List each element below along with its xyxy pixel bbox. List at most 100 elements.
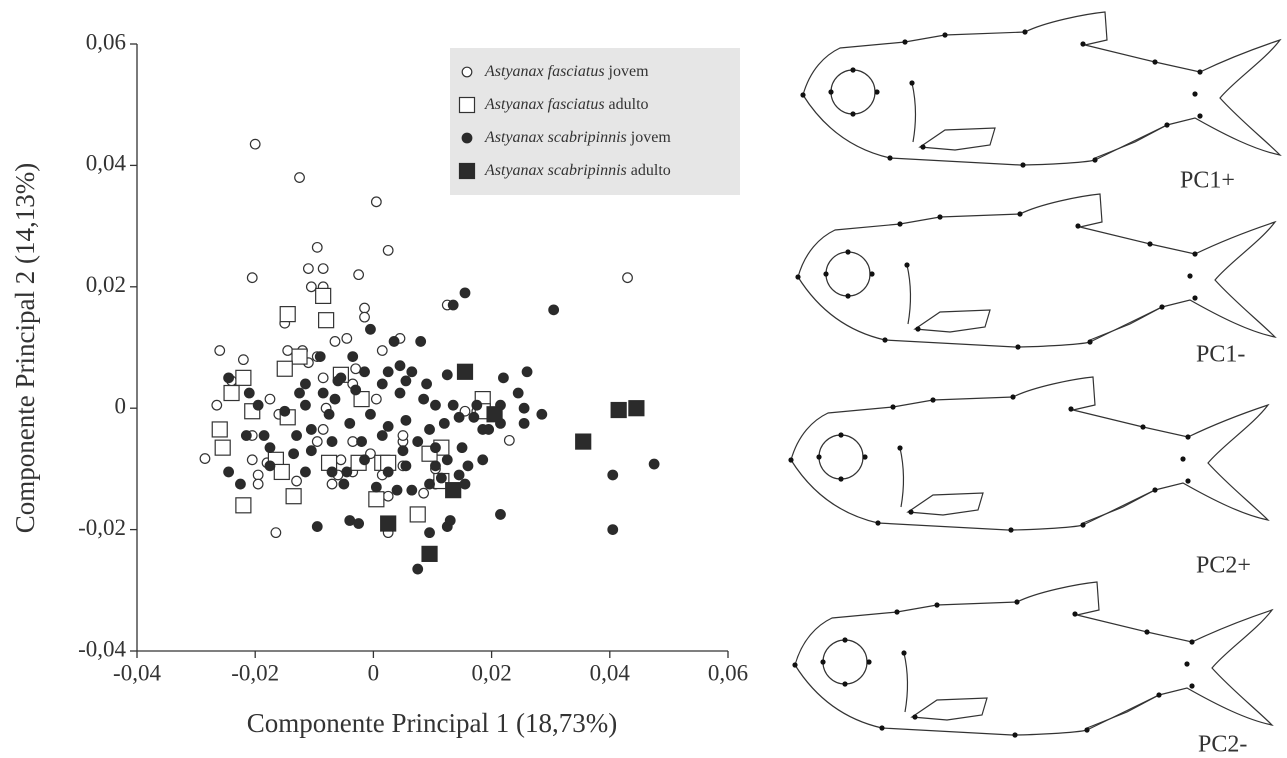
circle-point <box>398 446 408 456</box>
circle-point <box>519 419 529 429</box>
square-point <box>286 489 301 504</box>
circle-point <box>292 431 302 441</box>
circle-point <box>460 288 470 298</box>
circle-point <box>333 376 343 386</box>
circle-point <box>259 431 269 441</box>
circle-point <box>649 459 659 469</box>
circle-point <box>342 334 352 344</box>
circle-point <box>215 346 225 356</box>
circle-point <box>330 337 340 347</box>
circle-point <box>318 388 328 398</box>
x-axis-title: Componente Principal 1 (18,73%) <box>247 708 617 738</box>
square-point <box>369 492 384 507</box>
circle-point <box>513 388 523 398</box>
circle-point <box>318 264 328 274</box>
circle-point <box>422 379 432 389</box>
circle-point <box>496 510 506 520</box>
circle-point <box>425 528 435 538</box>
circle-point <box>265 443 275 453</box>
circle-point <box>372 482 382 492</box>
circle-point <box>324 409 334 419</box>
circle-point <box>425 425 435 435</box>
circle-point <box>307 282 317 292</box>
circle-point <box>499 373 509 383</box>
circle-point <box>383 467 393 477</box>
square-point <box>381 516 396 531</box>
circle-point <box>448 400 458 410</box>
circle-point <box>608 525 618 535</box>
shape-label: PC2- <box>1198 732 1247 758</box>
circle-point <box>505 436 515 446</box>
circle-point <box>372 197 382 207</box>
circle-point <box>224 373 234 383</box>
square-point <box>319 313 334 328</box>
y-tick-label: 0,06 <box>86 29 126 54</box>
circle-point <box>357 437 367 447</box>
y-axis-title: Componente Principal 2 (14,13%) <box>10 163 40 533</box>
circle-point <box>295 388 305 398</box>
circle-point <box>253 470 263 480</box>
circle-point <box>280 406 290 416</box>
circle-point <box>383 367 393 377</box>
circle-point <box>351 364 361 374</box>
circle-point <box>431 443 441 453</box>
circle-point <box>301 467 311 477</box>
circle-point <box>348 437 358 447</box>
circle-point <box>454 413 464 423</box>
square-point <box>292 349 307 364</box>
circle-point <box>292 476 302 486</box>
circle-point <box>330 394 340 404</box>
circle-point <box>307 446 317 456</box>
y-tick-label: -0,02 <box>78 515 126 540</box>
square-point <box>576 434 591 449</box>
fish-shape <box>788 377 1268 533</box>
circle-point <box>401 416 411 426</box>
circle-point <box>212 400 222 410</box>
square-point <box>629 401 644 416</box>
circle-point <box>398 431 408 441</box>
circle-point <box>360 312 370 322</box>
square-point <box>274 464 289 479</box>
circle-point <box>253 479 263 489</box>
circle-point <box>345 419 355 429</box>
square-point <box>611 403 626 418</box>
circle-point <box>247 273 257 283</box>
circle-point <box>236 479 246 489</box>
circle-point <box>413 564 423 574</box>
circle-point <box>327 437 337 447</box>
circle-point <box>372 394 382 404</box>
x-tick-label: 0,02 <box>471 660 511 685</box>
figure: PC1+ PC1- PC2+ PC2- Componente Principal… <box>0 0 1287 758</box>
circle-point <box>425 479 435 489</box>
y-tick-label: 0,02 <box>86 272 126 297</box>
circle-point <box>342 467 352 477</box>
circle-point <box>413 437 423 447</box>
circle-point <box>537 409 547 419</box>
circle-point <box>419 394 429 404</box>
circle-point <box>623 273 633 283</box>
square-point <box>446 483 461 498</box>
circle-point <box>431 400 441 410</box>
circle-point <box>377 379 387 389</box>
circle-point <box>431 461 441 471</box>
legend-marker <box>460 164 475 179</box>
circle-point <box>301 400 311 410</box>
circle-point <box>442 370 452 380</box>
circle-point <box>383 246 393 256</box>
x-tick-label: -0,02 <box>231 660 279 685</box>
circle-point <box>265 394 275 404</box>
circle-point <box>304 264 314 274</box>
circle-point <box>442 455 452 465</box>
circle-point <box>253 400 263 410</box>
circle-point <box>383 491 393 501</box>
circle-point <box>401 376 411 386</box>
square-point <box>410 507 425 522</box>
legend-marker <box>462 67 472 77</box>
x-tick-label: 0,06 <box>708 660 748 685</box>
square-point <box>316 288 331 303</box>
circle-point <box>289 449 299 459</box>
circle-point <box>522 367 532 377</box>
circle-point <box>307 425 317 435</box>
circle-point <box>445 516 455 526</box>
legend-label: Astyanax fasciatus jovem <box>484 63 649 80</box>
